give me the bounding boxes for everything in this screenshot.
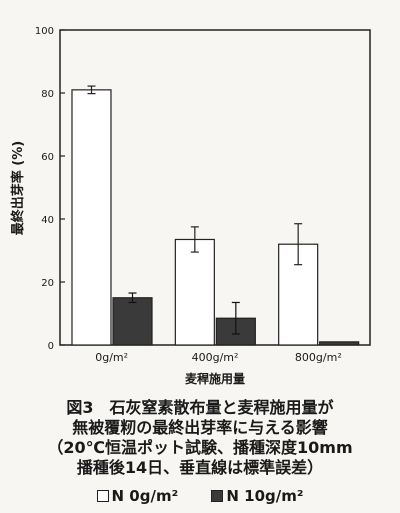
legend-label-n0: N 0g/m² xyxy=(111,486,179,505)
x-axis-label: 麦稈施用量 xyxy=(185,371,245,386)
y-tick-label: 80 xyxy=(41,89,54,100)
bar-series-0 xyxy=(174,238,215,346)
y-tick-label: 20 xyxy=(41,278,54,289)
y-tick-label: 60 xyxy=(41,152,54,163)
y-tick-label: 40 xyxy=(41,215,54,226)
y-tick-label: 100 xyxy=(35,26,54,37)
legend-label-n10: N 10g/m² xyxy=(226,486,304,505)
legend-swatch-n10 xyxy=(211,489,224,502)
bar-series-1 xyxy=(112,297,153,346)
y-tick-label: 0 xyxy=(48,341,54,352)
x-tick-label: 800g/m² xyxy=(295,351,342,364)
plot-frame xyxy=(59,29,371,346)
caption-line-1: 図3 石灰窒素散布量と麦稈施用量が xyxy=(66,398,334,417)
y-axis: 0 20 40 60 80 100 xyxy=(35,26,65,352)
bar-chart: 0 20 40 60 80 100 0g/m² 400g/m² 800g/m² 最終出芽率 (… xyxy=(10,26,371,386)
legend-item-n0: N 0g/m² xyxy=(96,486,179,505)
x-tick-label: 0g/m² xyxy=(95,351,128,364)
legend: N 0g/m² N 10g/m² xyxy=(0,486,400,505)
bar-series-1 xyxy=(319,341,360,346)
legend-item-n10: N 10g/m² xyxy=(211,487,303,505)
caption-line-4: 播種後14日、垂直線は標準誤差） xyxy=(76,458,324,477)
x-axis: 0g/m² 400g/m² 800g/m² xyxy=(95,351,341,364)
caption-line-2: 無被覆籾の最終出芽率に与える影響 xyxy=(72,418,328,437)
bars xyxy=(71,85,360,346)
caption-line-3: （20℃恒温ポット試験、播種深度10mm xyxy=(47,438,353,457)
figure-caption: 図3 石灰窒素散布量と麦稈施用量が 無被覆籾の最終出芽率に与える影響 （20℃恒… xyxy=(0,398,400,478)
bar-series-0 xyxy=(71,89,112,346)
legend-swatch-n0 xyxy=(96,489,109,502)
y-axis-label: 最終出芽率 (%) xyxy=(10,141,26,235)
x-tick-label: 400g/m² xyxy=(192,351,239,364)
